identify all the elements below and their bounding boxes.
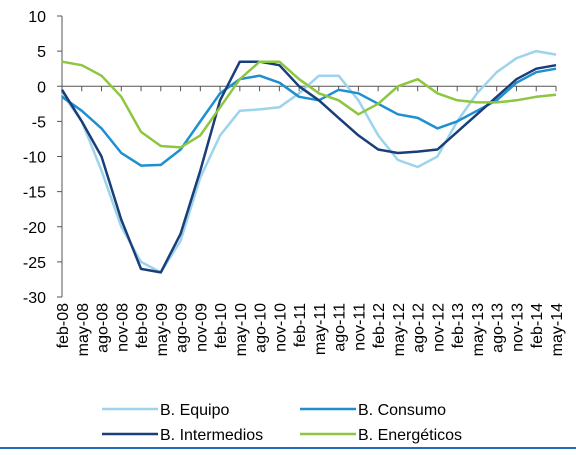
y-tick-label: -25 xyxy=(23,255,46,272)
x-tick-label: nov-08 xyxy=(114,303,131,352)
x-tick-label: nov-10 xyxy=(272,303,289,352)
x-tick-label: feb-12 xyxy=(371,303,388,348)
series-line xyxy=(60,49,557,274)
legend-label: B. Equipo xyxy=(160,402,229,419)
x-tick-label: nov-09 xyxy=(193,303,210,352)
y-tick-label: 5 xyxy=(37,44,46,61)
x-tick-label: feb-08 xyxy=(55,303,72,348)
x-tick-label: nov-11 xyxy=(351,303,368,351)
x-tick-label: may-12 xyxy=(391,303,408,356)
x-tick-label: may-08 xyxy=(75,303,92,356)
x-tick-label: ago-11 xyxy=(332,303,349,352)
y-tick-label: -10 xyxy=(23,150,46,167)
legend-label: B. Intermedios xyxy=(160,427,263,444)
y-tick-label: -5 xyxy=(32,114,46,131)
y-tick-label: -15 xyxy=(23,185,46,202)
x-tick-label: nov-12 xyxy=(430,303,447,352)
legend-label: B. Energéticos xyxy=(358,427,462,444)
x-tick-label: ago-12 xyxy=(411,303,428,353)
series-line xyxy=(61,60,557,149)
x-tick-label: may-10 xyxy=(233,303,250,356)
x-tick-label: ago-13 xyxy=(490,303,507,353)
series-line xyxy=(61,67,557,167)
x-tick-label: ago-10 xyxy=(253,303,270,353)
series-line xyxy=(60,60,557,274)
x-tick-label: may-09 xyxy=(154,303,171,356)
y-tick-label: -20 xyxy=(23,220,46,237)
x-tick-label: feb-13 xyxy=(450,303,467,348)
x-tick-label: may-13 xyxy=(470,303,487,356)
x-tick-label: may-14 xyxy=(549,303,566,356)
x-tick-label: nov-13 xyxy=(509,303,526,352)
x-tick-label: may-11 xyxy=(312,303,329,355)
x-tick-label: feb-09 xyxy=(134,303,151,348)
x-tick-label: ago-08 xyxy=(95,303,112,353)
x-tick-label: ago-09 xyxy=(174,303,191,353)
y-tick-label: 10 xyxy=(28,9,46,26)
legend-label: B. Consumo xyxy=(358,402,446,419)
x-tick-label: feb-10 xyxy=(213,303,230,348)
y-tick-label: 0 xyxy=(37,79,46,96)
x-tick-label: feb-14 xyxy=(529,303,546,348)
y-tick-label: -30 xyxy=(23,290,46,307)
x-tick-label: feb-11 xyxy=(292,303,309,347)
